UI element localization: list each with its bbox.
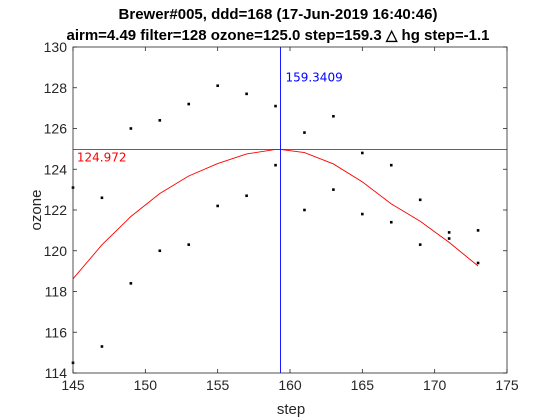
y-tick-label: 126 bbox=[44, 121, 68, 137]
y-tick-label: 130 bbox=[44, 39, 68, 55]
data-point bbox=[187, 102, 191, 106]
data-point bbox=[447, 237, 451, 240]
data-point bbox=[216, 204, 219, 208]
chart-subtitle: airm=4.49 filter=128 ozone=125.0 step=15… bbox=[66, 27, 489, 44]
data-point bbox=[303, 131, 306, 134]
x-tick-label: 165 bbox=[351, 377, 375, 393]
data-point bbox=[418, 198, 422, 202]
x-tick-label: 170 bbox=[423, 377, 447, 393]
data-point bbox=[216, 84, 219, 88]
y-axis-label: ozone bbox=[28, 190, 45, 231]
data-point bbox=[245, 92, 248, 96]
data-point bbox=[389, 163, 393, 167]
data-point bbox=[274, 163, 277, 167]
vline-label: 159.3409 bbox=[285, 71, 342, 85]
y-tick-label: 118 bbox=[45, 284, 68, 300]
data-point bbox=[100, 345, 104, 348]
plot-background bbox=[73, 47, 507, 373]
data-point bbox=[418, 243, 422, 246]
data-point bbox=[361, 151, 364, 155]
y-tick-label: 124 bbox=[44, 161, 68, 177]
data-point bbox=[447, 231, 451, 234]
data-point bbox=[476, 229, 480, 232]
data-point bbox=[303, 208, 306, 212]
y-tick-label: 120 bbox=[44, 243, 68, 259]
data-point bbox=[332, 114, 335, 118]
data-point bbox=[129, 282, 133, 285]
data-point bbox=[361, 212, 364, 216]
data-point bbox=[274, 104, 277, 108]
data-point bbox=[389, 220, 393, 224]
x-tick-label: 145 bbox=[61, 377, 85, 393]
x-tick-label: 160 bbox=[278, 377, 302, 393]
data-point bbox=[158, 119, 162, 122]
x-axis-label: step bbox=[277, 401, 305, 418]
chart-title: Brewer#005, ddd=168 (17-Jun-2019 16:40:4… bbox=[119, 6, 438, 23]
y-tick-label: 116 bbox=[45, 324, 68, 340]
hline-label: 124.972 bbox=[77, 150, 127, 164]
data-point bbox=[332, 188, 335, 191]
y-tick-label: 114 bbox=[45, 365, 68, 381]
data-point bbox=[100, 196, 104, 200]
data-point bbox=[158, 249, 162, 253]
x-tick-label: 175 bbox=[495, 377, 519, 393]
data-point bbox=[129, 127, 133, 130]
data-point bbox=[476, 261, 480, 265]
x-tick-label: 155 bbox=[206, 377, 230, 393]
y-tick-label: 122 bbox=[44, 202, 68, 218]
x-tick-label: 150 bbox=[134, 377, 158, 393]
y-tick-label: 128 bbox=[44, 80, 68, 96]
data-point bbox=[245, 194, 248, 198]
data-point bbox=[187, 243, 191, 246]
